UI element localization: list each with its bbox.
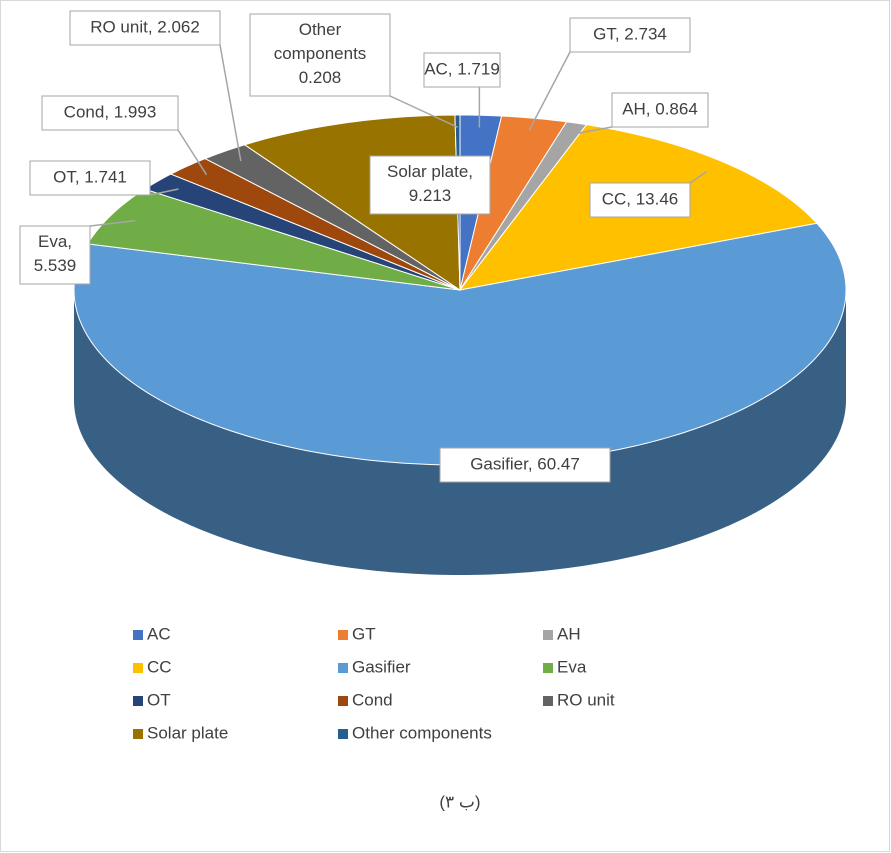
legend-label: Cond: [352, 690, 393, 709]
legend-label: AH: [557, 624, 581, 643]
data-label: Other components 0.208: [274, 20, 367, 87]
legend-swatch: [338, 663, 348, 673]
pie-slice: [459, 115, 568, 291]
caption: (۳ ب): [439, 792, 480, 811]
data-label: GT, 2.734: [593, 24, 667, 43]
leader-line: [219, 44, 242, 162]
legend-swatch: [338, 729, 348, 739]
pie-side: [74, 290, 846, 575]
legend-label: AC: [147, 624, 171, 643]
legend-label: RO unit: [557, 690, 615, 709]
legend-swatch: [133, 663, 143, 673]
label-box: [19, 225, 91, 285]
legend-swatch: [133, 729, 143, 739]
data-label: Gasifier, 60.47: [470, 454, 580, 473]
legend-swatch: [338, 696, 348, 706]
pie-slice: [86, 188, 461, 291]
leader-line: [149, 188, 179, 196]
data-label: OT, 1.741: [53, 167, 127, 186]
legend-label: OT: [147, 690, 171, 709]
legend-label: CC: [147, 657, 172, 676]
data-label: AC, 1.719: [424, 59, 500, 78]
label-box: [29, 160, 151, 196]
pie-slice: [203, 144, 461, 291]
data-label: AH, 0.864: [622, 99, 698, 118]
leader-line: [389, 95, 458, 128]
legend-label: Other components: [352, 723, 492, 742]
leader-line: [177, 129, 208, 176]
data-label: CC, 13.46: [602, 189, 679, 208]
legend-swatch: [338, 630, 348, 640]
label-box: [611, 92, 709, 128]
label-box: [369, 155, 491, 215]
legend-swatch: [543, 696, 553, 706]
legend-label: Gasifier: [352, 657, 411, 676]
leader-line: [689, 171, 707, 184]
pie-slice: [169, 158, 461, 291]
data-label: Eva, 5.539: [34, 232, 77, 275]
legend-swatch: [543, 630, 553, 640]
leader-line: [568, 126, 613, 136]
label-box: [249, 13, 391, 97]
label-box: [439, 447, 611, 483]
legend-swatch: [133, 630, 143, 640]
data-label: RO unit, 2.062: [90, 17, 200, 36]
data-label: Solar plate, 9.213: [387, 162, 473, 205]
legend-label: Solar plate: [147, 723, 228, 742]
legend-label: GT: [352, 624, 376, 643]
legend-label: Eva: [557, 657, 587, 676]
legend-swatch: [543, 663, 553, 673]
leader-line: [89, 219, 136, 227]
label-box: [69, 10, 221, 46]
label-box: [41, 95, 179, 131]
data-label: Cond, 1.993: [64, 102, 157, 121]
label-box: [569, 17, 691, 53]
label-box: [589, 182, 691, 218]
leader-line: [528, 51, 571, 131]
label-box: [423, 52, 501, 88]
legend-swatch: [133, 696, 143, 706]
